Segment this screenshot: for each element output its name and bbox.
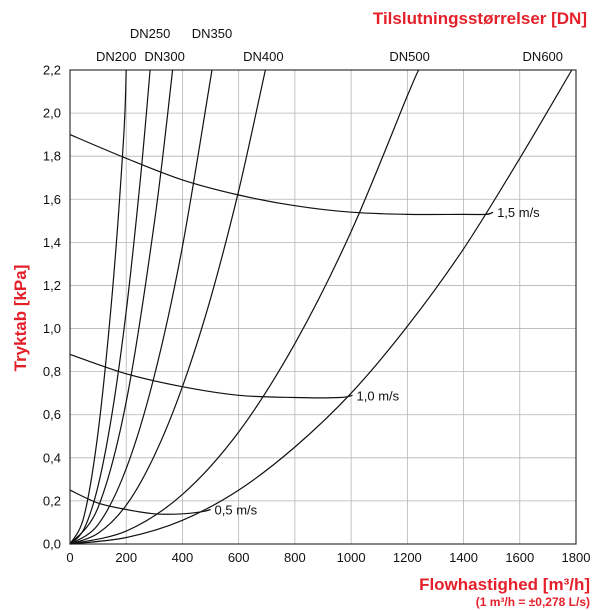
x-tick-label: 0 [66,550,73,565]
x-axis-note: (1 m³/h = ±0,278 L/s) [476,595,590,609]
dn-label: DN200 [96,49,136,64]
dn-label: DN350 [192,26,232,41]
y-tick-label: 1,0 [43,321,61,336]
series-line-dn500 [69,69,420,545]
series-line-1-5-m-s [69,134,494,216]
velocity-label: 1,0 m/s [357,388,400,403]
y-tick-label: 0,2 [43,493,61,508]
series-line-dn400 [69,69,266,545]
y-tick-label: 2,2 [43,63,61,78]
y-tick-label: 2,0 [43,106,61,121]
plot-frame [69,69,577,545]
y-tick-label: 0,4 [43,450,61,465]
x-tick-label: 800 [284,550,306,565]
y-axis-label: Tryktab [kPa] [11,265,30,372]
velocity-label: 1,5 m/s [497,205,540,220]
dn-label: DN400 [243,49,283,64]
x-tick-label: 600 [228,550,250,565]
y-tick-label: 0,6 [43,407,61,422]
y-tick-label: 1,6 [43,192,61,207]
x-axis-label: Flowhastighed [m³/h] [419,575,590,594]
y-tick-label: 1,2 [43,278,61,293]
y-tick-label: 0,0 [43,537,61,552]
y-tick-label: 0,8 [43,364,61,379]
series-line-dn300 [69,69,174,545]
series-line-dn200 [69,69,127,545]
x-tick-label: 200 [115,550,137,565]
chart-title: Tilslutningsstørrelser [DN] [373,9,587,28]
y-tick-label: 1,8 [43,149,61,164]
x-tick-label: 1200 [393,550,422,565]
dn-label: DN300 [144,49,184,64]
x-tick-label: 1400 [449,550,478,565]
velocity-label: 0,5 m/s [215,503,258,518]
series-line-0-5-m-s [69,489,211,515]
dn-label: DN500 [389,49,429,64]
dn-label: DN600 [523,49,563,64]
x-tick-label: 1800 [562,550,591,565]
dn-labels: DN250 DN350 DN200 DN300 DN400 DN500 DN600 [96,26,563,64]
velocity-labels: 1,5 m/s 1,0 m/s 0,5 m/s [215,205,541,517]
dn-label: DN250 [130,26,170,41]
chart-curves [69,69,573,545]
series-line-dn350 [69,69,213,545]
y-tick-label: 1,4 [43,235,61,250]
x-tick-label: 1600 [505,550,534,565]
chart-ticks: 0 200 400 600 800 1000 1200 1400 1600 1800 0,0 0,2 0… [43,63,591,566]
chart-grid [69,69,577,545]
series-line-1-0-m-s [69,353,353,399]
x-tick-label: 400 [172,550,194,565]
series-line-dn250 [69,69,151,545]
x-tick-label: 1000 [337,550,366,565]
